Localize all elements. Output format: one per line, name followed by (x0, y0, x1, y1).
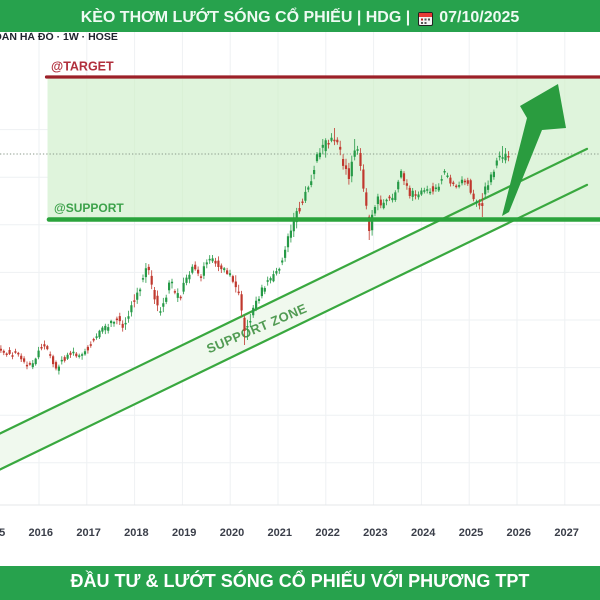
svg-text:@TARGET: @TARGET (51, 60, 114, 74)
svg-text:@SUPPORT: @SUPPORT (54, 201, 124, 215)
